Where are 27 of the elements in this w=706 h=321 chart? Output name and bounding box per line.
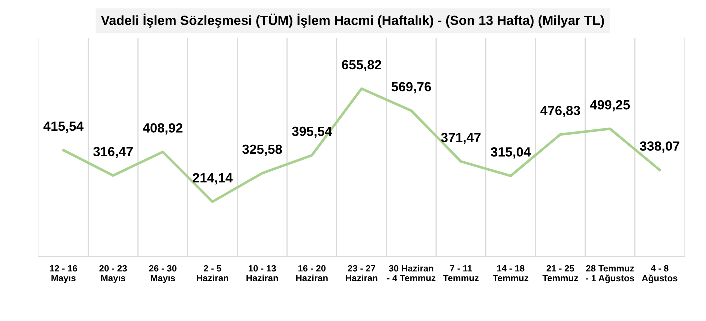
x-tick-label: 30 Haziran - 4 Temmuz: [387, 265, 436, 282]
data-label: 395,54: [292, 126, 332, 138]
data-label: 338,07: [640, 142, 680, 153]
x-tick-label: 20 - 23 Mayıs: [100, 265, 128, 284]
x-tick-label: 21 - 25 Temmuz: [542, 265, 578, 282]
x-tick-label: 7 - 11 Temmuz: [443, 265, 479, 282]
data-label: 214,14: [193, 173, 233, 185]
x-tick-label: 23 - 27 Haziran: [346, 265, 378, 282]
data-label: 415,54: [44, 122, 84, 134]
chart-title: Vadeli İşlem Sözleşmesi (TÜM) İşlem Hacmi (Haftalık) - (Son 13 Hafta) (Milyar TL): [101, 14, 604, 28]
data-label: 569,76: [392, 82, 432, 94]
data-label: 655,82: [342, 60, 382, 72]
data-label: 325,58: [242, 144, 282, 156]
data-label: 408,92: [143, 123, 183, 135]
x-tick-label: 10 - 13 Haziran: [246, 265, 278, 282]
x-tick-label: 16 - 20 Haziran: [296, 265, 328, 282]
data-label: 316,47: [93, 147, 133, 158]
x-tick-label: 28 Temmuz - 1 Ağustos: [586, 265, 634, 284]
x-tick-label: 26 - 30 Mayıs: [149, 265, 177, 284]
x-tick-label: 2 - 5 Haziran: [197, 265, 228, 282]
x-tick-label: 14 - 18 Temmuz: [493, 265, 529, 282]
x-tick-label: 12 - 16 Mayıs: [50, 265, 78, 284]
data-label: 476,83: [540, 106, 580, 118]
data-label: 499,25: [590, 100, 630, 112]
data-label: 315,04: [491, 148, 532, 159]
x-tick-label: 4 - 8 Ağustos: [642, 265, 678, 284]
data-label: 371,47: [441, 133, 481, 144]
